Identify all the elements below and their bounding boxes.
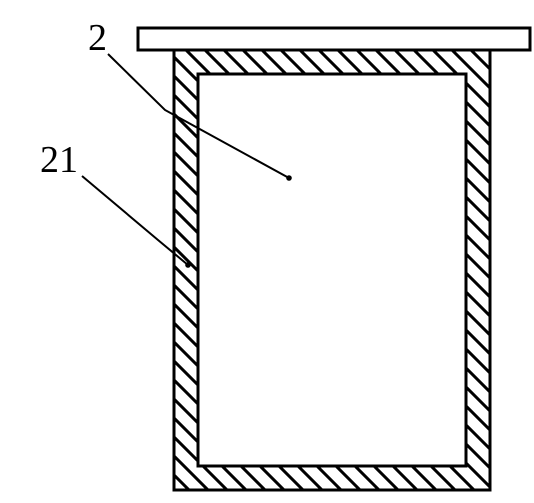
diagram-canvas: 2 21 bbox=[0, 0, 534, 503]
label-2: 2 bbox=[88, 17, 107, 59]
vessel-inner-cavity bbox=[198, 74, 466, 466]
label-21: 21 bbox=[40, 139, 78, 181]
top-plate bbox=[138, 28, 530, 50]
label-21-leader bbox=[82, 176, 188, 265]
label-21-dot bbox=[185, 262, 191, 268]
label-2-dot bbox=[286, 175, 292, 181]
